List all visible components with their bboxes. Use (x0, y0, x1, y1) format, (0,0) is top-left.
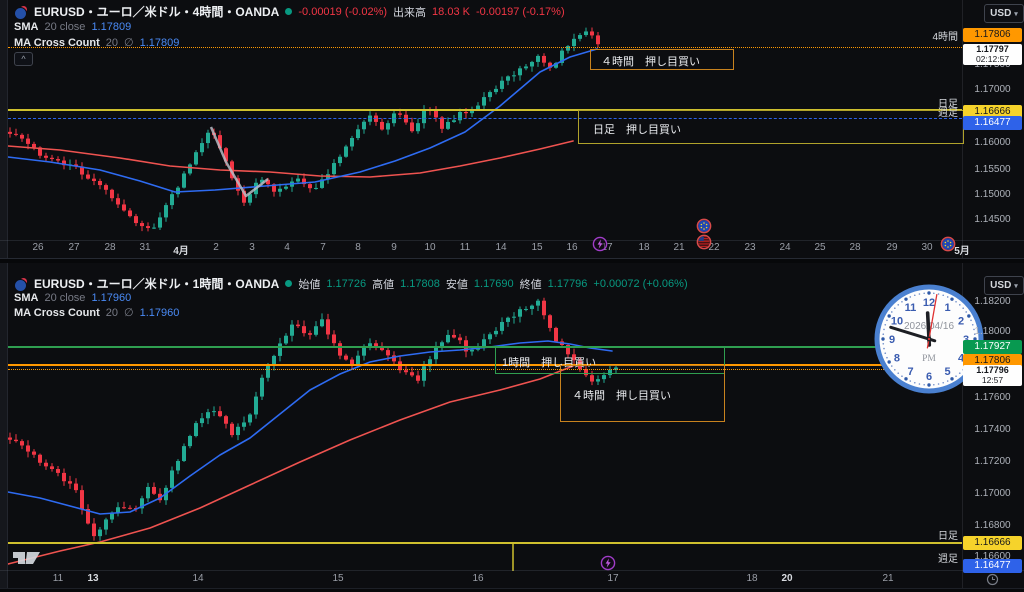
eu-flag-event-icon[interactable] (940, 236, 956, 252)
price-change-1h: +0.00072 (+0.06%) (593, 277, 688, 290)
ohlc-open-label: 始値 (298, 278, 321, 291)
indicator-macross-4h[interactable]: MA Cross Count 20 ∅ 1.17809 (14, 36, 180, 50)
svg-text:3: 3 (963, 334, 969, 346)
ohlc-low-label: 安値 (445, 278, 468, 291)
svg-text:4: 4 (958, 353, 965, 365)
pane-divider[interactable] (0, 258, 1024, 263)
currency-usd-button-4h[interactable]: USD ▾ (984, 4, 1024, 23)
macross-value: 1.17960 (139, 306, 180, 319)
annotation-text: 日足 押し目買い (593, 124, 681, 136)
macross-params: 20 (105, 306, 119, 319)
annotation-text: 1時間 押し目買い (502, 357, 597, 369)
legend-1h: EURUSD・ユーロ／米ドル・1時間・OANDA 始値 1.17726 高値 1… (14, 275, 688, 292)
market-status-icon[interactable] (285, 280, 293, 287)
us-flag-event-icon[interactable] (696, 234, 712, 250)
price-scale-border (962, 0, 963, 592)
indicator-sma-1h[interactable]: SMA 20 close 1.17960 (14, 292, 131, 304)
indicator-sma-4h[interactable]: SMA 20 close 1.17809 (14, 21, 131, 33)
sma-name: SMA (14, 21, 39, 33)
eu-flag-event-icon[interactable] (696, 218, 712, 234)
bolt-event-icon[interactable] (592, 236, 608, 252)
time-axis-separator-1h (0, 570, 1024, 571)
collapse-indicators-button[interactable]: ^ (14, 52, 33, 66)
svg-text:12: 12 (923, 297, 935, 309)
indicator-macross-1h[interactable]: MA Cross Count 20 ∅ 1.17960 (14, 306, 180, 320)
symbol-title-4h[interactable]: EURUSD・ユーロ／米ドル・4時間・OANDA (34, 5, 280, 19)
svg-text:6: 6 (926, 371, 932, 383)
sma-params: 20 close (44, 292, 86, 304)
market-status-icon[interactable] (285, 8, 293, 15)
currency-label: USD (990, 280, 1012, 291)
svg-text:7: 7 (907, 366, 913, 378)
currency-label: USD (990, 8, 1012, 19)
time-axis-separator-4h (0, 240, 1024, 241)
annotation-box[interactable]: ４時間 押し目買い (560, 365, 725, 422)
price-change-4h: -0.00019 (-0.02%) (298, 5, 388, 18)
sma-value: 1.17960 (91, 292, 132, 304)
annotation-text: ４時間 押し目買い (572, 390, 671, 402)
analog-clock-widget: 1234567891011122026/04/16PM (869, 279, 989, 404)
currency-usd-button-1h[interactable]: USD ▾ (984, 276, 1024, 295)
volume-label: 出来高 (393, 6, 427, 19)
legend-4h: EURUSD・ユーロ／米ドル・4時間・OANDA -0.00019 (-0.02… (14, 3, 565, 20)
chevron-down-icon: ▾ (1014, 10, 1018, 18)
svg-text:2: 2 (958, 316, 964, 328)
ohlc-low-value: 1.17690 (473, 277, 514, 290)
clock-meridiem: PM (922, 354, 936, 364)
sma-params: 20 close (44, 21, 86, 33)
macross-name: MA Cross Count (14, 306, 100, 319)
macross-slash-icon: ∅ (124, 37, 134, 49)
ohlc-open-value: 1.17726 (326, 277, 367, 290)
tradingview-logo[interactable] (12, 550, 42, 566)
annotation-box[interactable]: 日足 押し目買い (578, 110, 964, 144)
ohlc-high-value: 1.17808 (400, 277, 440, 290)
macross-params: 20 (105, 36, 119, 49)
sma-name: SMA (14, 292, 39, 304)
svg-text:11: 11 (905, 302, 917, 314)
bottom-edge (0, 588, 1024, 592)
svg-text:8: 8 (894, 353, 900, 365)
left-edge-strip (0, 0, 8, 592)
volume-change: -0.00197 (-0.17%) (475, 5, 565, 18)
symbol-title-1h[interactable]: EURUSD・ユーロ／米ドル・1時間・OANDA (34, 277, 280, 291)
ohlc-close-value: 1.17796 (547, 277, 588, 290)
volume-value: 18.03 K (432, 5, 470, 18)
ohlc-high-label: 高値 (372, 278, 395, 291)
timezone-clock-icon[interactable] (986, 573, 999, 586)
svg-text:5: 5 (944, 366, 950, 378)
macross-name: MA Cross Count (14, 36, 100, 49)
svg-text:1: 1 (944, 302, 950, 314)
symbol-icon (14, 5, 28, 20)
macross-slash-icon: ∅ (124, 307, 134, 319)
annotation-box[interactable]: ４時間 押し目買い (590, 49, 734, 70)
bolt-event-icon[interactable] (600, 555, 616, 571)
sma-value: 1.17809 (91, 21, 132, 33)
svg-text:10: 10 (891, 316, 903, 328)
symbol-icon (14, 277, 28, 292)
ohlc-close-label: 終値 (519, 278, 542, 291)
macross-value: 1.17809 (139, 36, 180, 49)
chevron-down-icon: ▾ (1014, 282, 1018, 290)
svg-text:9: 9 (889, 334, 895, 346)
annotation-text: ４時間 押し目買い (601, 56, 700, 68)
